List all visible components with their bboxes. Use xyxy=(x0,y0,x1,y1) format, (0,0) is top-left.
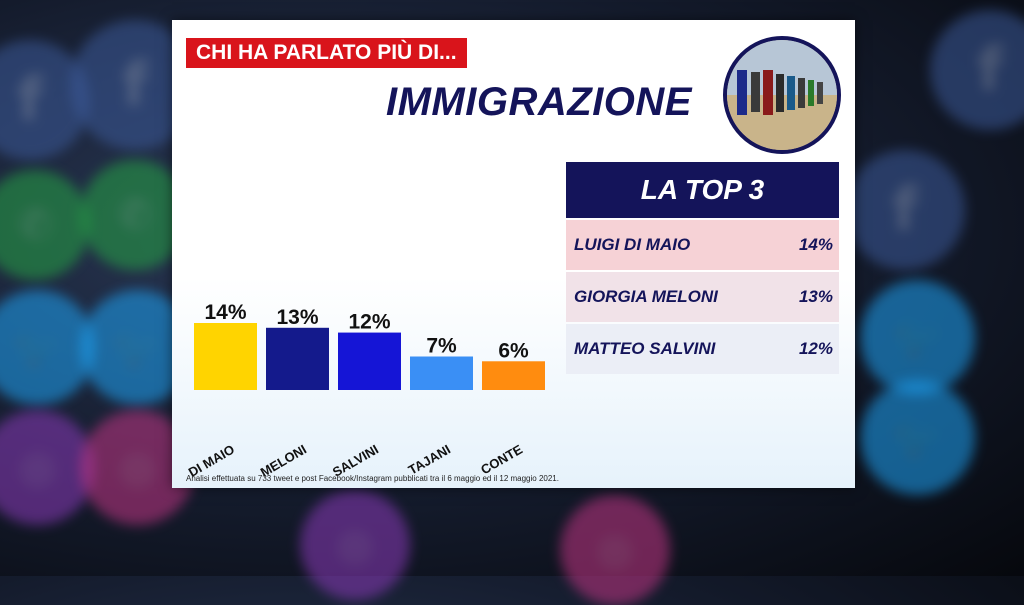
top3-name: GIORGIA MELONI xyxy=(574,287,718,306)
background-facebook-icon: f xyxy=(845,150,965,270)
top3-row: MATTEO SALVINI 12% xyxy=(566,324,839,374)
bar-value-label: 13% xyxy=(276,306,318,329)
bar-meloni xyxy=(266,327,329,390)
bar-tajani xyxy=(410,356,473,390)
top3-row: GIORGIA MELONI 13% xyxy=(566,272,839,322)
top3-name: MATTEO SALVINI xyxy=(574,339,716,358)
infographic-card: CHI HA PARLATO PIÙ DI... IMMIGRAZIONE LA… xyxy=(172,20,855,488)
background-instagram-icon: ◎ xyxy=(0,410,95,525)
background-facebook-icon: f xyxy=(930,10,1024,130)
bar-di-maio xyxy=(194,323,257,390)
bar-value-label: 7% xyxy=(426,335,457,358)
background-whatsapp-icon: ✆ xyxy=(80,160,190,270)
top3-name: LUIGI DI MAIO xyxy=(574,235,691,254)
background-twitter-icon: 🐦 xyxy=(860,280,975,395)
background-twitter-icon: 🐦 xyxy=(860,380,975,495)
top3-title: LA TOP 3 xyxy=(566,162,839,218)
category-label: CONTE xyxy=(478,441,525,477)
background-instagram-icon: ◎ xyxy=(560,495,670,605)
bar-chart: 14%DI MAIO13%MELONI12%SALVINI7%TAJANI6%C… xyxy=(186,301,545,480)
bar-value-label: 14% xyxy=(204,301,246,324)
top3-row: LUIGI DI MAIO 14% xyxy=(566,220,839,270)
kicker-label: CHI HA PARLATO PIÙ DI... xyxy=(186,38,467,68)
migrants-photo xyxy=(723,36,841,154)
bar-value-label: 12% xyxy=(348,311,390,334)
background-twitter-icon: 🐦 xyxy=(0,290,95,405)
headline-title: IMMIGRAZIONE xyxy=(386,80,692,124)
top3-table: LA TOP 3 LUIGI DI MAIO 14% GIORGIA MELON… xyxy=(566,162,839,374)
top3-value: 14% xyxy=(798,235,833,254)
footnote: Analisi effettuata su 733 tweet e post F… xyxy=(186,474,559,483)
bar-value-label: 6% xyxy=(498,339,529,362)
background-instagram-icon: ◎ xyxy=(300,490,410,600)
top3-value: 12% xyxy=(798,339,833,358)
bar-conte xyxy=(482,361,545,390)
bar-salvini xyxy=(338,332,401,390)
top3-value: 13% xyxy=(798,287,833,306)
background-whatsapp-icon: ✆ xyxy=(0,170,90,280)
category-label: TAJANI xyxy=(406,442,453,478)
